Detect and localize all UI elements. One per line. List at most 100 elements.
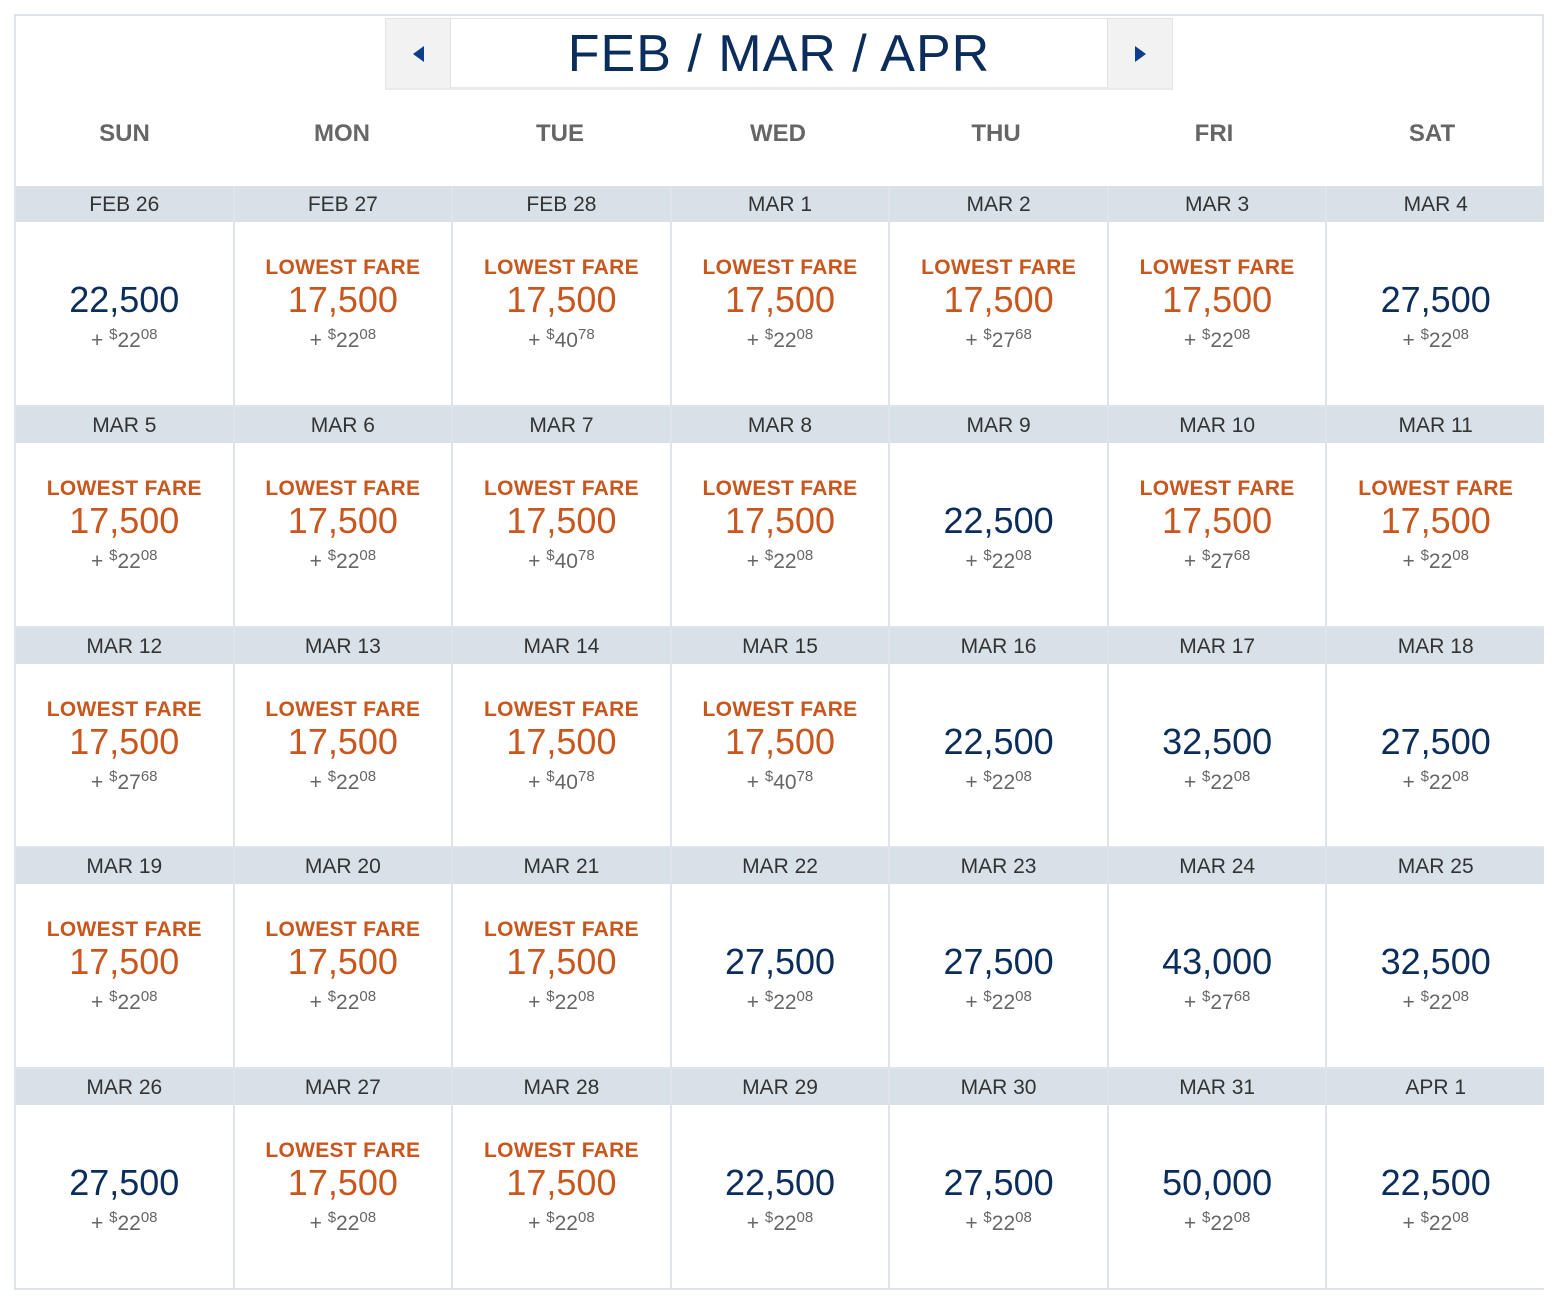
day-cell[interactable]: MAR 18 27,500 + $2208	[1327, 627, 1544, 847]
day-cell[interactable]: MAR 12 LOWEST FARE 17,500 + $2768	[16, 627, 233, 847]
fare-taxes: + $2208	[453, 1209, 670, 1237]
day-date-label: MAR 22	[671, 848, 889, 885]
day-cell[interactable]: MAR 13 LOWEST FARE 17,500 + $2208	[234, 627, 452, 847]
day-cell[interactable]: MAR 26 27,500 + $2208	[16, 1069, 233, 1288]
day-cell[interactable]: MAR 5 LOWEST FARE 17,500 + $2208	[16, 406, 233, 626]
day-cell[interactable]: MAR 22 27,500 + $2208	[671, 848, 889, 1068]
day-cell[interactable]: MAR 2 LOWEST FARE 17,500 + $2768	[890, 186, 1107, 405]
day-cell[interactable]: MAR 16 22,500 + $2208	[890, 627, 1107, 847]
fare-miles: 32,500	[1162, 720, 1273, 762]
fare-miles: 27,500	[1380, 720, 1491, 762]
fare-taxes: + $2208	[235, 547, 452, 575]
lowest-fare-label: LOWEST FARE	[1139, 256, 1295, 279]
plus-sign: +	[91, 770, 104, 794]
fare-miles: 17,500	[1162, 499, 1273, 541]
tax-cents: 08	[140, 988, 158, 1006]
day-date-label: MAR 19	[16, 848, 233, 885]
lowest-fare-label: LOWEST FARE	[265, 256, 421, 279]
plus-sign: +	[91, 991, 104, 1015]
tax-cents: 08	[359, 546, 377, 564]
lowest-fare-label: LOWEST FARE	[483, 697, 639, 721]
tax-dollars: 22	[554, 991, 578, 1015]
day-cell[interactable]: MAR 8 LOWEST FARE 17,500 + $2208	[671, 406, 889, 626]
day-cell[interactable]: APR 1 22,500 + $2208	[1327, 1069, 1544, 1288]
day-cell[interactable]: MAR 21 LOWEST FARE 17,500 + $2208	[453, 848, 670, 1068]
tax-cents: 08	[796, 326, 814, 343]
fare-taxes: + $2768	[16, 768, 233, 796]
day-cell[interactable]: MAR 24 43,000 + $2768	[1108, 848, 1326, 1068]
lowest-fare-label: LOWEST FARE	[702, 256, 858, 279]
day-cell[interactable]: MAR 17 32,500 + $2208	[1108, 627, 1326, 847]
lowest-fare-label: LOWEST FARE	[483, 476, 639, 500]
day-cell[interactable]: MAR 7 LOWEST FARE 17,500 + $4078	[453, 406, 670, 626]
plus-sign: +	[91, 329, 104, 352]
day-cell[interactable]: MAR 20 LOWEST FARE 17,500 + $2208	[234, 848, 452, 1068]
day-date-label: MAR 20	[234, 848, 452, 885]
day-cell[interactable]: MAR 15 LOWEST FARE 17,500 + $4078	[671, 627, 889, 847]
day-cell[interactable]: MAR 1 LOWEST FARE 17,500 + $2208	[671, 186, 889, 405]
day-cell[interactable]: FEB 27 LOWEST FARE 17,500 + $2208	[234, 186, 452, 405]
fare-miles: 17,500	[1380, 499, 1491, 541]
tax-dollars: 22	[336, 991, 360, 1015]
tax-dollars: 40	[554, 329, 578, 352]
fare-miles: 50,000	[1162, 1162, 1273, 1204]
day-cell[interactable]: MAR 27 LOWEST FARE 17,500 + $2208	[234, 1069, 452, 1288]
day-cell[interactable]: MAR 4 27,500 + $2208	[1327, 186, 1544, 405]
day-date-label: MAR 29	[671, 1069, 889, 1106]
day-cell[interactable]: MAR 29 22,500 + $2208	[671, 1069, 889, 1288]
day-cell[interactable]: FEB 28 LOWEST FARE 17,500 + $4078	[453, 186, 670, 405]
day-cell[interactable]: FEB 26 22,500 + $2208	[16, 186, 233, 405]
tax-cents: 78	[577, 546, 595, 564]
tax-dollars: 40	[773, 770, 797, 794]
fare-taxes: + $2208	[235, 768, 452, 796]
prev-month-button[interactable]	[386, 19, 451, 88]
tax-dollars: 40	[554, 549, 578, 573]
tax-dollars: 40	[554, 770, 578, 794]
day-date-label: MAR 11	[1327, 406, 1544, 443]
tax-dollars: 22	[117, 549, 141, 573]
fare-miles: 22,500	[1380, 1162, 1491, 1204]
day-cell[interactable]: MAR 14 LOWEST FARE 17,500 + $4078	[453, 627, 670, 847]
lowest-fare-label: LOWEST FARE	[1139, 476, 1295, 500]
weekday-label: SUN	[99, 120, 150, 147]
day-cell[interactable]: MAR 11 LOWEST FARE 17,500 + $2208	[1327, 406, 1544, 626]
tax-dollars: 22	[1428, 991, 1453, 1015]
day-date-label: MAR 1	[671, 186, 889, 222]
day-date-label: MAR 10	[1108, 406, 1326, 443]
currency-symbol: $	[764, 988, 774, 1006]
tax-dollars: 22	[773, 549, 797, 573]
day-cell[interactable]: MAR 10 LOWEST FARE 17,500 + $2768	[1108, 406, 1326, 626]
plus-sign: +	[965, 1212, 978, 1236]
day-cell[interactable]: MAR 19 LOWEST FARE 17,500 + $2208	[16, 848, 233, 1068]
tax-cents: 08	[796, 1209, 814, 1227]
tax-dollars: 27	[1210, 549, 1234, 573]
lowest-fare-label: LOWEST FARE	[265, 697, 421, 721]
day-cell[interactable]: MAR 28 LOWEST FARE 17,500 + $2208	[453, 1069, 670, 1288]
currency-symbol: $	[1201, 767, 1211, 785]
day-date-label: MAR 28	[453, 1069, 670, 1106]
currency-symbol: $	[109, 1209, 118, 1227]
currency-symbol: $	[1201, 988, 1211, 1006]
fare-miles: 17,500	[506, 941, 617, 983]
weekday-label: TUE	[536, 120, 584, 147]
day-cell[interactable]: MAR 23 27,500 + $2208	[890, 848, 1107, 1068]
day-cell[interactable]: MAR 3 LOWEST FARE 17,500 + $2208	[1108, 186, 1326, 405]
currency-symbol: $	[983, 988, 992, 1006]
next-month-button[interactable]	[1107, 19, 1172, 88]
currency-symbol: $	[327, 988, 337, 1006]
plus-sign: +	[1183, 329, 1197, 352]
fare-taxes: + $2208	[1327, 547, 1544, 575]
day-cell[interactable]: MAR 6 LOWEST FARE 17,500 + $2208	[234, 406, 452, 626]
currency-symbol: $	[109, 326, 118, 343]
lowest-fare-label: LOWEST FARE	[483, 256, 639, 279]
plus-sign: +	[965, 770, 978, 794]
tax-dollars: 22	[773, 329, 797, 352]
day-cell[interactable]: MAR 25 32,500 + $2208	[1327, 848, 1544, 1068]
day-cell[interactable]: MAR 30 27,500 + $2208	[890, 1069, 1107, 1288]
weekday-label: FRI	[1194, 120, 1234, 147]
day-cell[interactable]: MAR 9 22,500 + $2208	[890, 406, 1107, 626]
weekday-label: SAT	[1408, 120, 1456, 147]
tax-cents: 78	[577, 326, 595, 343]
currency-symbol: $	[546, 1209, 555, 1227]
day-cell[interactable]: MAR 31 50,000 + $2208	[1108, 1069, 1326, 1288]
